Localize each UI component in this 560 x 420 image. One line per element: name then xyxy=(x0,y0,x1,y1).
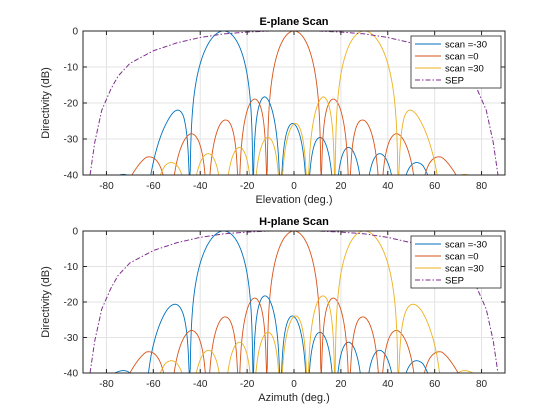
y-axis-label: Directivity (dB) xyxy=(40,266,52,338)
y-tick-label: -20 xyxy=(64,298,79,309)
legend-label: scan =-30 xyxy=(445,240,487,251)
legend-label: SEP xyxy=(445,276,464,287)
chart-panel-2: -80 -60 -40 -20 0 20 40 60 80 0 -10 -20 -30 -40 H-plan… xyxy=(40,216,506,404)
x-tick-label: -40 xyxy=(193,379,208,390)
y-axis-label: Directivity (dB) xyxy=(40,67,52,139)
y-tick-label: -40 xyxy=(64,369,79,380)
x-tick-label: 40 xyxy=(382,379,394,390)
y-tick-label: 0 xyxy=(72,27,78,38)
x-axis-label: Elevation (deg.) xyxy=(255,194,332,206)
legend-label: scan =0 xyxy=(445,252,479,263)
legend-label: scan =0 xyxy=(445,52,479,63)
x-tick-label: -60 xyxy=(146,379,161,390)
legend-label: scan =-30 xyxy=(445,40,487,51)
series-line-scan-2 xyxy=(83,31,505,175)
legend-box xyxy=(410,235,502,289)
x-tick-label: 0 xyxy=(291,181,297,192)
x-tick-label: -80 xyxy=(99,181,114,192)
legend-label: scan =30 xyxy=(445,64,484,75)
legend-box xyxy=(410,35,502,89)
x-tick-label: -80 xyxy=(99,379,114,390)
x-tick-label: 40 xyxy=(382,181,394,192)
x-tick-label: -40 xyxy=(193,181,208,192)
y-tick-label: -20 xyxy=(64,99,79,110)
chart-title: E-plane Scan xyxy=(259,16,328,28)
x-tick-label: 80 xyxy=(476,379,488,390)
x-tick-label: 20 xyxy=(335,181,347,192)
x-tick-label: -20 xyxy=(240,379,255,390)
legend-label: SEP xyxy=(445,76,464,87)
series-line-scan-2 xyxy=(83,231,505,373)
x-axis-label: Azimuth (deg.) xyxy=(258,392,330,404)
x-tick-label: 20 xyxy=(335,379,347,390)
x-tick-label: 80 xyxy=(476,181,488,192)
y-tick-label: -10 xyxy=(64,63,79,74)
y-tick-label: -30 xyxy=(64,135,79,146)
chart-panel-1: -80 -60 -40 -20 0 20 40 60 80 0 -10 -20 -30 -40 E-plan… xyxy=(40,16,506,206)
x-tick-label: 60 xyxy=(429,379,441,390)
x-tick-label: 60 xyxy=(429,181,441,192)
x-tick-label: -60 xyxy=(146,181,161,192)
x-tick-label: 0 xyxy=(291,379,297,390)
y-tick-label: -40 xyxy=(64,171,79,182)
y-tick-label: 0 xyxy=(72,227,78,238)
y-tick-label: -10 xyxy=(64,262,79,273)
chart-title: H-plane Scan xyxy=(259,216,329,228)
legend-label: scan =30 xyxy=(445,264,484,275)
x-tick-label: -20 xyxy=(240,181,255,192)
y-tick-label: -30 xyxy=(64,333,79,344)
